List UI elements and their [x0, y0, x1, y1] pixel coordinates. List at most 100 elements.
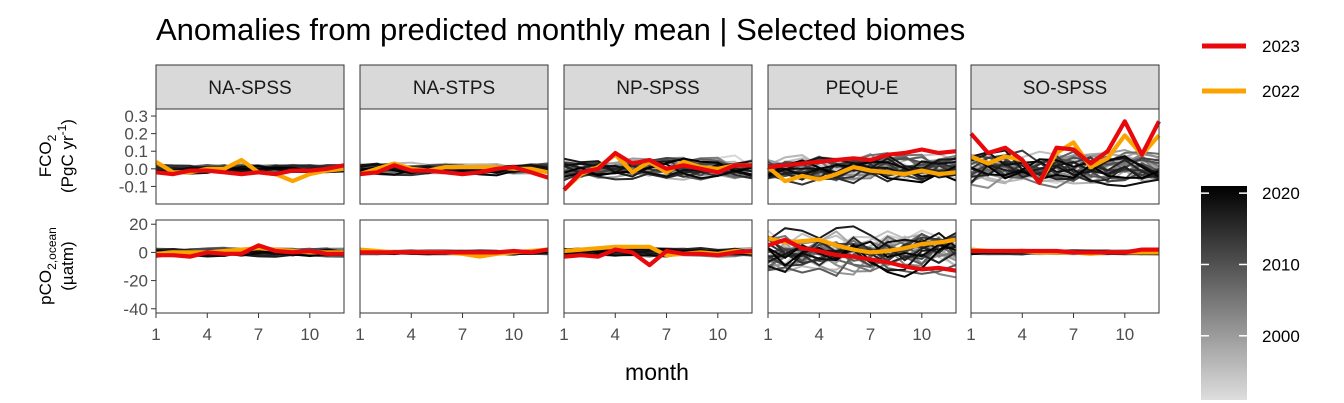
x-tick-label: 1: [151, 325, 160, 344]
x-tick-label: 1: [559, 325, 568, 344]
facet-subpanel: [563, 219, 753, 314]
series-2022-line: [767, 236, 957, 255]
facet-strip: [359, 64, 549, 110]
background-year-line: [767, 225, 957, 262]
background-year-line: [767, 232, 957, 263]
facet-strip-label: NA-STPS: [413, 78, 495, 99]
x-tick-label: 1: [355, 325, 364, 344]
x-tick-label: 4: [407, 325, 416, 344]
y-label-superscript: -1: [55, 124, 69, 135]
x-tick-label: 1: [763, 325, 772, 344]
background-year-line: [563, 162, 753, 178]
y-label-main: FCO: [36, 141, 55, 177]
x-tick-label: 7: [662, 325, 671, 344]
background-year-line: [970, 156, 1160, 181]
facet-subpanel: 0.30.20.10.0-0.1: [119, 107, 345, 205]
series-2023-line: [767, 237, 957, 273]
facet-strip-label: NP-SPSS: [616, 78, 699, 99]
x-tick-label: 4: [815, 325, 824, 344]
colorbar-tick-label: 2010: [1262, 255, 1300, 274]
series-2023-line: [359, 163, 549, 180]
legend: 2023 2022 2020 2010 2000: [1201, 37, 1300, 400]
legend-item: 2023: [1202, 37, 1300, 56]
colorbar-tick-label: 2020: [1262, 184, 1300, 203]
series-2023-line: [969, 119, 1161, 185]
facet-subpanel: [767, 219, 957, 314]
panel-background: [156, 220, 344, 313]
y-tick-label: -40: [123, 300, 148, 319]
y-tick-label: 20: [129, 215, 148, 234]
series-2023-line: [971, 247, 1159, 255]
facet-panel: NP-SPSS 1 4 7 10: [559, 64, 753, 344]
panel-border: [359, 108, 549, 205]
facet-strip-label: NA-SPSS: [208, 78, 291, 99]
x-tick-label: 7: [254, 325, 263, 344]
colorbar-tick-label: 2000: [1262, 327, 1300, 346]
y-label-unit: (PgC yr: [58, 135, 77, 193]
y-tick-label: -20: [123, 272, 148, 291]
background-year-line: [970, 158, 1160, 181]
series-2023-line: [156, 243, 344, 259]
series-2022-line: [766, 165, 957, 184]
x-tick-label: 10: [912, 325, 931, 344]
panel-background: [564, 109, 752, 204]
x-tick-label: 4: [1018, 325, 1027, 344]
panel-border: [970, 219, 1160, 314]
y-tick-label: 0.3: [124, 107, 148, 126]
facet-strip-label: SO-SPSS: [1023, 78, 1107, 99]
x-tick-label: 10: [300, 325, 319, 344]
y-label-subscript: 2: [45, 134, 59, 141]
y-tick-label: -0.1: [119, 177, 148, 196]
x-tick-label: 7: [458, 325, 467, 344]
y-tick-label: 0: [139, 243, 148, 262]
panel-background: [156, 109, 344, 204]
y-label-unit-end: ): [58, 119, 77, 125]
legend-label-2022: 2022: [1262, 82, 1300, 101]
y-label-pco2: pCO2,ocean (µatm): [36, 227, 77, 305]
facet-strip: [767, 64, 957, 110]
x-tick-label: 1: [966, 325, 975, 344]
x-tick-label: 4: [611, 325, 620, 344]
panel-border: [767, 108, 957, 205]
panel-border: [155, 219, 345, 314]
facet-subpanel: [359, 219, 549, 314]
facet-panel: NA-STPS 1 4 7 10: [355, 64, 549, 344]
facet-subpanel: 20 0 -20 -40: [123, 215, 345, 319]
background-year-line: [767, 160, 957, 178]
panel-border: [359, 219, 549, 314]
x-tick-label: 10: [708, 325, 727, 344]
panel-background: [971, 220, 1159, 313]
panel-border: [767, 219, 957, 314]
x-tick-label: 10: [504, 325, 523, 344]
x-tick-label: 7: [866, 325, 875, 344]
facet-panel: PEQU-E 1 4 7 10: [763, 64, 957, 344]
panel-background: [360, 109, 548, 204]
background-year-line: [970, 156, 1160, 177]
y-axis-labels: FCO2 (PgC yr-1) pCO2,ocean (µatm): [36, 119, 77, 305]
legend-item: 2022: [1202, 82, 1300, 101]
panel-border: [970, 108, 1160, 205]
chart-title: Anomalies from predicted monthly mean | …: [156, 12, 965, 47]
facet-panel: SO-SPSS 1 4 7 10: [966, 64, 1161, 344]
panel-border: [563, 108, 753, 205]
y-tick-label: 0.2: [124, 125, 148, 144]
facet-subpanel: [562, 108, 753, 205]
y-label-main: pCO: [36, 270, 55, 305]
panel-background: [564, 220, 752, 313]
series-2023-line: [563, 247, 753, 268]
y-label-fco2: FCO2 (PgC yr-1): [36, 119, 77, 193]
y-tick-label: 0.1: [124, 142, 148, 161]
series-2023-line: [155, 163, 345, 177]
series-2023-line: [767, 147, 957, 170]
x-tick-label: 4: [203, 325, 212, 344]
y-label-unit: (µatm): [58, 241, 77, 290]
panel-border: [155, 108, 345, 205]
facet-subpanel: [970, 219, 1160, 314]
background-year-line: [767, 160, 957, 176]
facet-strip-label: PEQU-E: [826, 78, 899, 99]
series-2023-line: [360, 247, 549, 255]
y-label-line2: (µatm): [58, 241, 77, 290]
y-tick-label: 0.0: [124, 160, 148, 179]
